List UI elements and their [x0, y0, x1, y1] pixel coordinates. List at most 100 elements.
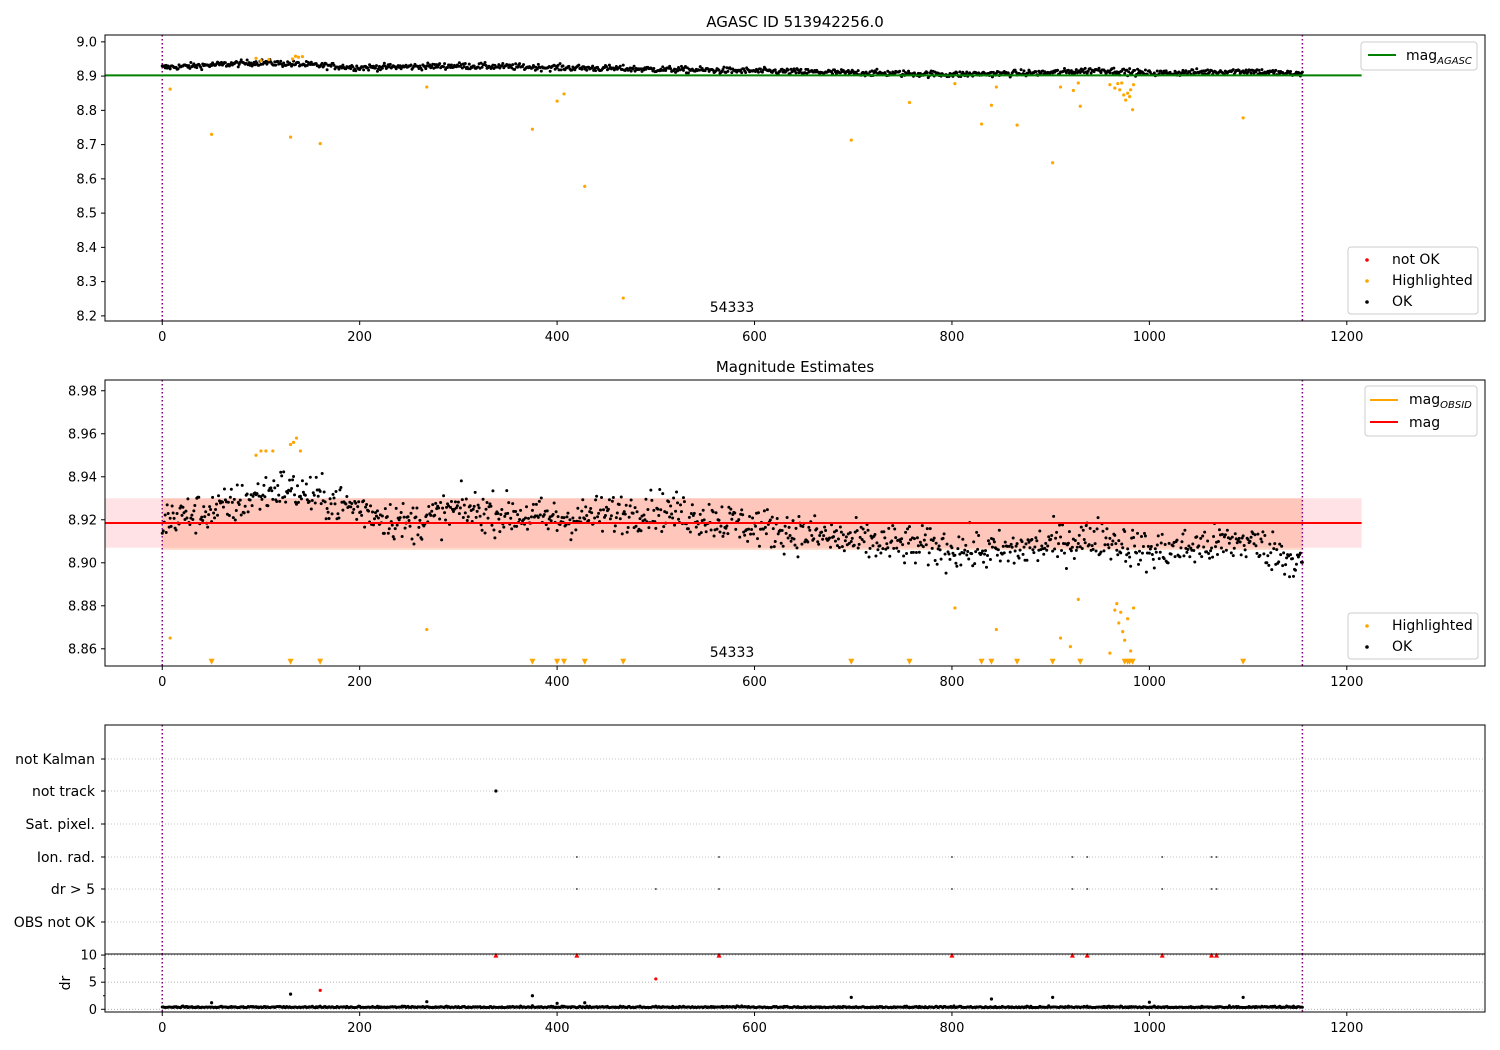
p2-ok-point — [728, 511, 732, 515]
p2-ok-point — [838, 525, 842, 529]
p2-ok-point — [207, 513, 211, 517]
p2-ok-point — [895, 546, 899, 550]
p1-ok-point — [276, 59, 280, 63]
p1-ok-point — [245, 58, 249, 62]
p2-ok-point — [325, 506, 329, 510]
p2-ok-point — [943, 552, 947, 556]
p2-ok-point — [908, 525, 912, 529]
p1-ytick-label: 8.9 — [76, 70, 97, 85]
p2-ok-point — [1254, 544, 1258, 548]
p2-ok-point — [912, 537, 916, 541]
p2-ok-point — [917, 550, 921, 554]
p2-ok-point — [1044, 541, 1048, 545]
p2-ok-point — [1058, 523, 1062, 527]
p2-ok-point — [280, 474, 284, 478]
p2-ok-point — [234, 508, 238, 512]
p2-ok-point — [763, 525, 767, 529]
p1-ok-point — [1300, 70, 1304, 74]
p2-ok-point — [357, 500, 361, 504]
p2-ok-point — [166, 512, 170, 516]
p2-ok-point — [1024, 542, 1028, 546]
p2-ok-point — [1267, 563, 1271, 567]
p2-ok-point — [1034, 536, 1038, 540]
p4-series-dr-outliers — [210, 992, 1245, 1005]
p1-ok-point — [758, 67, 762, 71]
p1-ok-point — [631, 67, 635, 71]
p1-point — [1118, 88, 1122, 92]
p2-ok-point — [190, 513, 194, 517]
p2-ok-point — [230, 500, 234, 504]
p2-ok-point — [956, 547, 960, 551]
flag-point — [950, 856, 953, 858]
p2-ok-point — [963, 548, 967, 552]
p2-ok-point — [564, 523, 568, 527]
p1-ok-point — [374, 64, 378, 68]
p2-ok-point — [893, 527, 897, 531]
p2-ok-point — [955, 564, 959, 568]
p2-ok-point — [1153, 547, 1157, 551]
p1-point — [1071, 88, 1075, 93]
p2-ok-point — [356, 505, 360, 509]
p1-ok-point — [1181, 68, 1185, 72]
p2-ok-point — [876, 548, 880, 552]
p2-ok-point — [365, 502, 369, 506]
p2-ok-point — [1159, 541, 1163, 545]
p2-ok-point — [738, 535, 742, 539]
panel3-plot-area — [101, 725, 1485, 954]
p1-ytick-label: 9.0 — [76, 35, 97, 50]
flag-point — [1086, 888, 1089, 890]
p2-ok-point — [888, 554, 892, 558]
p2-ok-point — [930, 546, 934, 550]
p2-ok-point — [1119, 551, 1123, 555]
p2-ok-point — [1234, 537, 1238, 541]
p1-ok-point — [341, 63, 345, 67]
p2-ok-point — [844, 535, 848, 539]
p2-ok-point — [262, 483, 266, 487]
p2-ok-point — [552, 501, 556, 505]
p2-ok-point — [1294, 562, 1298, 566]
p2-ok-point — [861, 527, 865, 531]
p2-ok-point — [902, 554, 906, 558]
p2-ok-point — [670, 512, 674, 516]
p2-xtick-label: 1000 — [1133, 675, 1166, 690]
p1-ok-point — [864, 70, 868, 74]
p2-ok-point — [1266, 554, 1270, 558]
p1-xtick-label: 1200 — [1330, 330, 1363, 345]
panel1-legend-points: not OK Highlighted OK — [1347, 246, 1479, 315]
p2-ok-point — [646, 508, 650, 512]
p2-ok-point — [1182, 554, 1186, 558]
p2-ytick-label: 8.92 — [68, 513, 97, 528]
p2-ok-point — [1175, 538, 1179, 542]
flag-point — [1071, 856, 1074, 858]
p2-ok-point — [215, 502, 219, 506]
p1-point — [530, 127, 535, 131]
p2-ok-point — [1248, 539, 1252, 543]
p2-ok-point — [961, 537, 965, 541]
p2-ok-point — [948, 557, 952, 561]
p2-ok-point — [1203, 530, 1207, 534]
p2-ok-point — [1238, 540, 1242, 544]
p2-ok-point — [829, 545, 833, 549]
p2-ok-point — [600, 495, 604, 499]
p2-ok-point — [1214, 545, 1218, 549]
p4-series-dr-clipped — [493, 952, 1220, 958]
p2-ok-point — [704, 530, 708, 534]
p4-xtick-label: 0 — [158, 1021, 166, 1036]
p1-ok-point — [442, 65, 446, 69]
p2-ok-point — [545, 509, 549, 513]
p1-ok-point — [438, 62, 442, 66]
p2-ok-point — [273, 486, 277, 490]
p2-ok-point — [440, 538, 444, 542]
p1-ok-point — [1249, 71, 1253, 75]
p2-ok-point — [1059, 535, 1063, 539]
p1-point — [994, 85, 998, 89]
p2-ok-point — [934, 541, 938, 545]
p2-ok-point — [1270, 568, 1274, 572]
p2-ok-point — [1061, 523, 1065, 527]
p2-ok-point — [676, 501, 680, 505]
p2-ok-point — [355, 517, 359, 521]
p1-ok-point — [1195, 67, 1199, 71]
p2-ok-point — [226, 500, 230, 504]
p2-clipped-marker — [620, 658, 627, 665]
p2-ok-point — [726, 532, 730, 536]
